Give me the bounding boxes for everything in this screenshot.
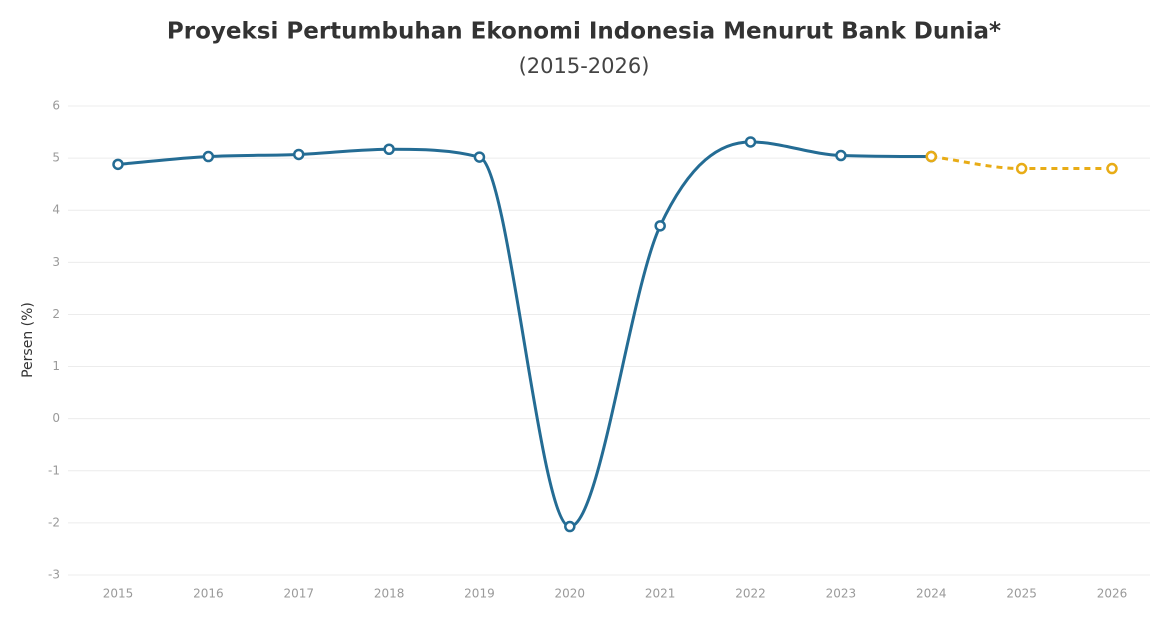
point (473, 151, 486, 163)
x-tick-label: 2025 (1006, 587, 1037, 601)
point (202, 150, 215, 163)
point (925, 150, 938, 163)
y-tick-label: -1 (48, 463, 60, 477)
y-tick-label: -2 (48, 515, 60, 529)
x-tick-label: 2021 (645, 587, 676, 601)
y-axis-label: Persen (%) (20, 302, 36, 378)
y-tick-label: 4 (52, 203, 60, 217)
point (1106, 162, 1118, 175)
y-tick-label: 2 (52, 307, 60, 321)
y-tick-label: 5 (52, 151, 60, 165)
chart-title: Proyeksi Pertumbuhan Ekonomi Indonesia M… (167, 19, 1001, 45)
x-tick-label: 2018 (374, 587, 405, 601)
series-line (117, 140, 932, 529)
point (1015, 162, 1028, 175)
x-tick-label: 2020 (555, 587, 586, 601)
point (744, 136, 757, 148)
x-tick-label: 2026 (1097, 587, 1128, 601)
y-tick-label: -3 (48, 568, 60, 582)
x-tick-label: 2024 (916, 587, 947, 601)
y-tick-label: 1 (52, 359, 60, 373)
point (112, 158, 124, 171)
x-tick-label: 2017 (283, 587, 314, 601)
y-tick-label: 0 (52, 411, 60, 425)
point (654, 220, 666, 232)
chart-subtitle: (2015-2026) (519, 54, 650, 78)
y-tick-label: 3 (52, 255, 60, 269)
point (835, 149, 847, 162)
x-tick-label: 2016 (193, 587, 224, 601)
x-tick-label: 2023 (826, 587, 857, 601)
y-tick-label: 6 (52, 99, 60, 113)
point (383, 143, 395, 156)
x-tick-label: 2015 (103, 587, 134, 601)
point (564, 520, 576, 533)
point (292, 148, 305, 161)
x-tick-label: 2019 (464, 587, 495, 601)
x-tick-label: 2022 (735, 587, 766, 601)
